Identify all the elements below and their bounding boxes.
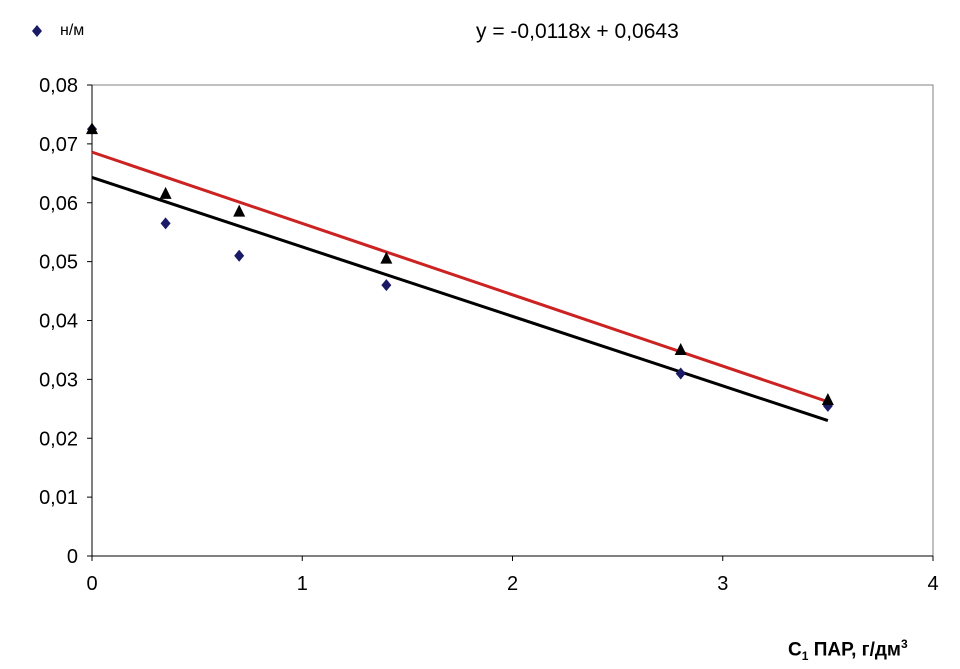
y-tick-label: 0 bbox=[67, 546, 78, 568]
y-tick-label: 0,04 bbox=[39, 311, 78, 333]
data-point-triangle bbox=[233, 204, 246, 217]
y-tick-label: 0,06 bbox=[39, 193, 78, 215]
y-tick-label: 0,03 bbox=[39, 369, 78, 391]
data-point-triangle bbox=[674, 342, 687, 355]
data-point-triangle bbox=[86, 122, 98, 135]
data-point-diamond bbox=[160, 217, 171, 230]
trendline-red bbox=[91, 150, 829, 404]
x-axis-title-sup: 3 bbox=[901, 637, 908, 651]
data-point-triangle bbox=[380, 251, 393, 264]
y-tick-label: 0,07 bbox=[39, 134, 78, 156]
x-tick-label: 0 bbox=[86, 573, 97, 595]
y-tick-label: 0,01 bbox=[39, 487, 78, 509]
data-point-diamond bbox=[675, 367, 686, 380]
legend: н/м bbox=[32, 22, 84, 40]
trendline-equation: y = -0,0118x + 0,0643 bbox=[476, 20, 679, 43]
y-tick-label: 0,08 bbox=[39, 75, 78, 97]
y-tick-label: 0,02 bbox=[39, 428, 78, 450]
x-axis-title-main: C bbox=[788, 639, 802, 661]
data-point-diamond bbox=[234, 249, 245, 262]
x-tick-label: 1 bbox=[297, 573, 308, 595]
data-point-diamond bbox=[381, 279, 392, 292]
data-point-triangle bbox=[159, 186, 172, 199]
plot-area-frame bbox=[91, 84, 934, 557]
x-tick-label: 4 bbox=[927, 573, 938, 595]
x-axis-title-sub: 1 bbox=[801, 649, 809, 664]
y-tick-label: 0,05 bbox=[39, 252, 78, 274]
legend-label: н/м bbox=[60, 22, 85, 39]
trendline-black bbox=[91, 176, 829, 423]
data-point-triangle bbox=[821, 392, 834, 405]
legend-diamond-marker bbox=[32, 25, 42, 37]
x-tick-label: 3 bbox=[717, 573, 728, 595]
x-axis-title-rest: ПАР, г/дм bbox=[808, 639, 901, 661]
x-axis-title: C1 ПАР, г/дм3 bbox=[788, 637, 908, 663]
x-tick-label: 2 bbox=[507, 573, 518, 595]
